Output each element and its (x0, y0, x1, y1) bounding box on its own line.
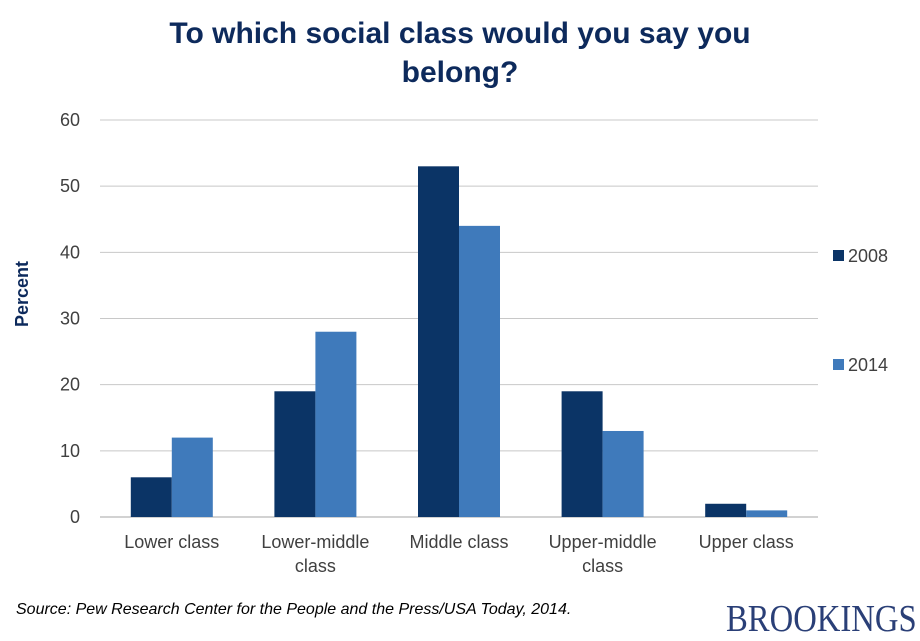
bar-2008 (130, 477, 172, 517)
source-note: Source: Pew Research Center for the Peop… (16, 601, 572, 618)
chart-title-line-1: To which social class would you say you (169, 17, 751, 50)
x-tick-label: class (582, 556, 623, 576)
y-tick-label: 20 (60, 375, 80, 395)
bar-2008 (274, 391, 316, 517)
y-tick-label: 50 (60, 176, 80, 196)
bar-2008 (561, 391, 603, 517)
legend-swatch-2014 (833, 359, 844, 370)
y-tick-label: 40 (60, 242, 80, 262)
chart-title-line-2: belong? (401, 56, 519, 89)
bar-2014 (315, 331, 357, 517)
legend: 2008 2014 (833, 246, 888, 375)
y-tick-label: 30 (60, 309, 80, 329)
y-tick-label: 60 (60, 110, 80, 130)
x-axis-labels: Lower class Lower-middle class Middle class… (124, 532, 793, 576)
x-tick-label: class (295, 556, 336, 576)
bar-2008 (705, 503, 747, 517)
bar-2014 (602, 430, 644, 517)
legend-swatch-2008 (833, 250, 844, 261)
y-tick-label: 10 (60, 441, 80, 461)
y-axis-ticks: 0 10 20 30 40 50 60 (60, 110, 80, 527)
bar-chart: 0 10 20 30 40 50 60 Lower class Lower-middle cla… (12, 110, 888, 576)
bars (130, 166, 788, 518)
y-axis-label: Percent (12, 261, 32, 327)
bar-2014 (459, 225, 500, 517)
bar-2014 (746, 510, 788, 517)
x-tick-label: Lower class (124, 532, 219, 552)
chart-title: To which social class would you say you … (0, 14, 920, 92)
bar-2008 (418, 166, 459, 518)
legend-label-2008: 2008 (848, 246, 888, 266)
x-tick-label: Upper class (699, 532, 794, 552)
y-tick-label: 0 (70, 507, 80, 527)
brookings-logo: BROOKINGS (726, 598, 917, 640)
x-tick-label: Upper-middle (549, 532, 657, 552)
x-tick-label: Middle class (409, 532, 508, 552)
x-tick-label: Lower-middle (261, 532, 369, 552)
bar-2014 (171, 437, 213, 517)
legend-label-2014: 2014 (848, 355, 888, 375)
